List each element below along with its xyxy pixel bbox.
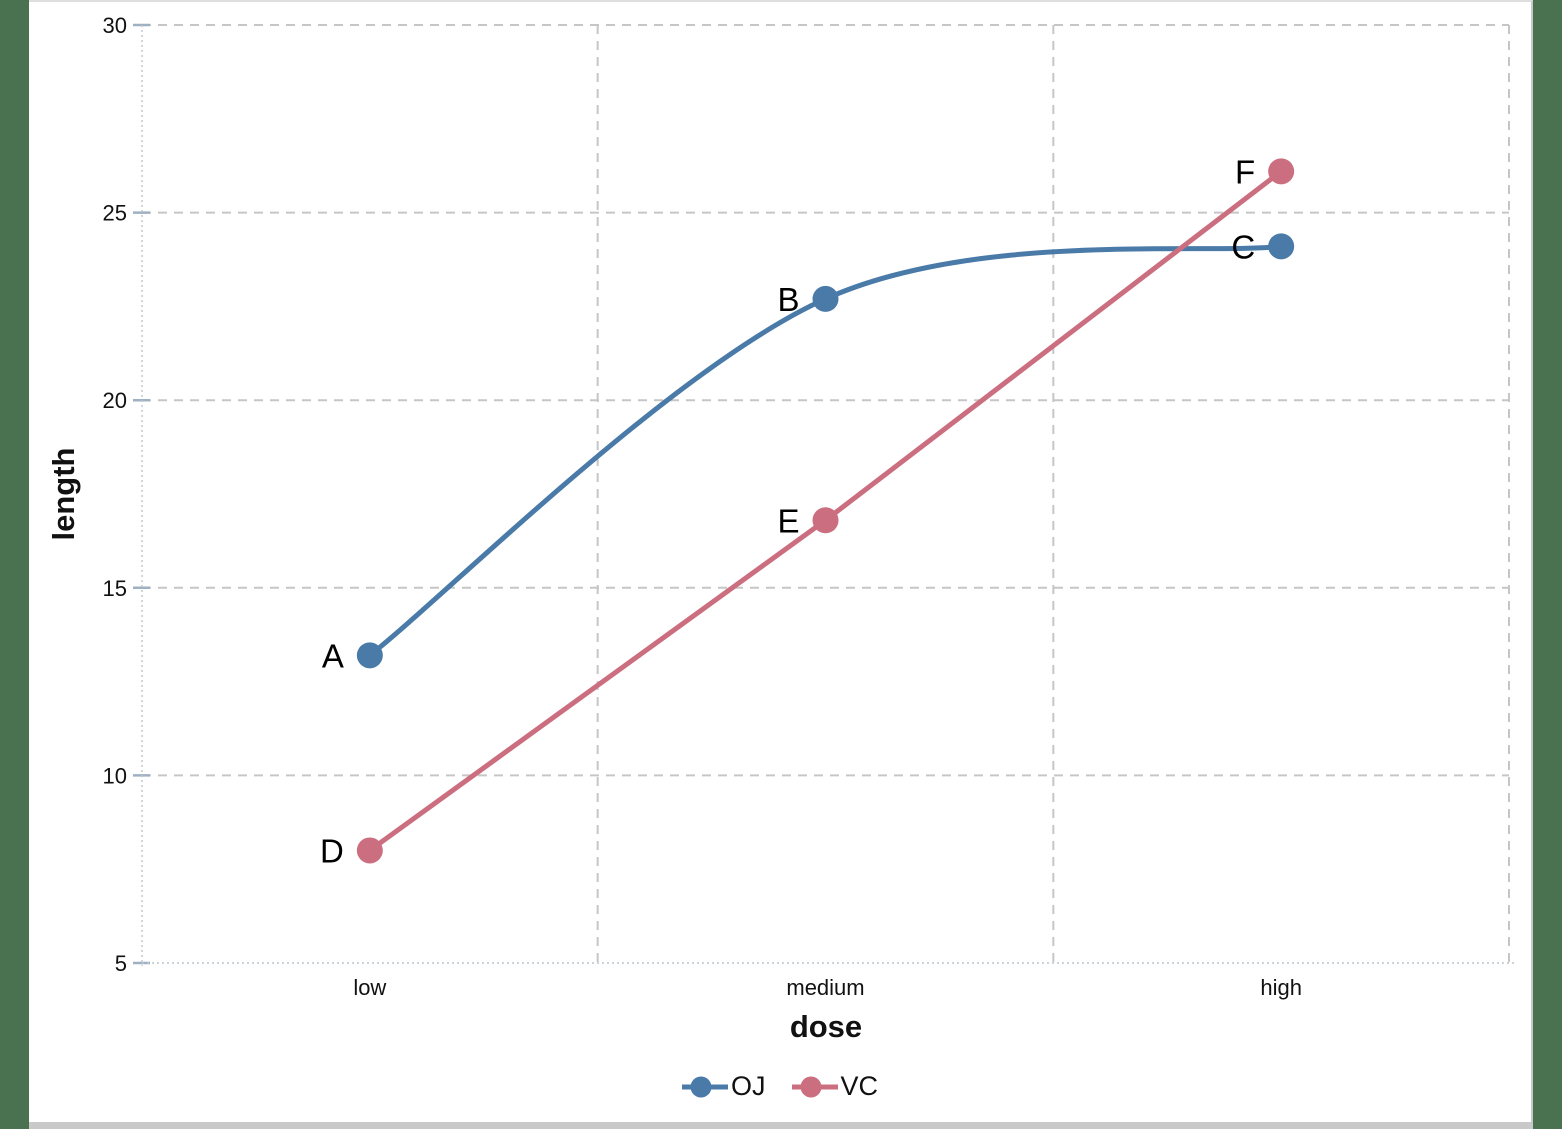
y-tick-label: 15 — [103, 576, 127, 601]
y-tick-label: 5 — [115, 951, 127, 976]
legend-item-label: OJ — [730, 1071, 766, 1101]
x-tick-label: low — [353, 975, 386, 1000]
y-tick-label: 20 — [103, 388, 127, 413]
point-label: F — [1235, 153, 1255, 190]
legend-item-oj: OJ — [681, 1071, 766, 1101]
data-point-D — [356, 837, 383, 864]
y-tick-label: 25 — [103, 201, 127, 226]
point-label: D — [320, 832, 344, 869]
data-point-B — [812, 285, 839, 312]
horizontal-scrollbar-track[interactable] — [29, 1122, 1531, 1129]
y-axis-title: length — [46, 448, 81, 541]
data-point-A — [356, 642, 383, 669]
legend-item-label: VC — [840, 1071, 879, 1101]
data-point-E — [812, 507, 839, 534]
x-tick-label: high — [1260, 975, 1302, 1000]
x-axis-title: dose — [790, 1009, 862, 1044]
legend-marker-icon — [791, 1076, 838, 1097]
legend: OJ VC — [29, 1073, 1531, 1100]
point-label: A — [322, 637, 344, 674]
point-label: E — [777, 502, 799, 539]
legend-item-vc: VC — [791, 1071, 879, 1101]
point-label: C — [1231, 228, 1255, 265]
legend-marker-icon — [681, 1076, 728, 1097]
x-tick-label: medium — [786, 975, 864, 1000]
data-point-F — [1268, 158, 1295, 185]
y-tick-label: 10 — [103, 763, 127, 788]
point-label: B — [777, 281, 799, 318]
report-page: OJ VC — [29, 0, 1533, 1129]
data-point-C — [1268, 233, 1295, 260]
y-tick-label: 30 — [103, 13, 127, 38]
